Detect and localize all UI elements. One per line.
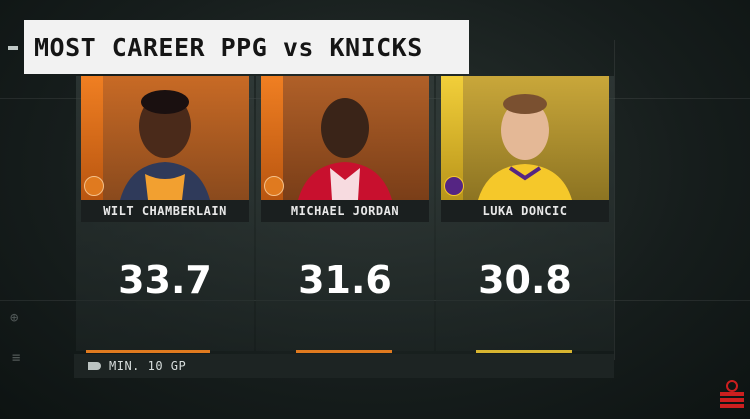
accent-line bbox=[86, 350, 210, 353]
footer-note: MIN. 10 GP bbox=[109, 359, 187, 373]
team-stripe bbox=[441, 76, 463, 200]
tag-icon bbox=[88, 362, 101, 370]
player-silhouette bbox=[478, 94, 572, 200]
suns-logo bbox=[84, 176, 104, 196]
team-stripe bbox=[81, 76, 103, 200]
player-photo bbox=[441, 76, 609, 200]
accent-line bbox=[296, 350, 392, 353]
left-tab-marker bbox=[8, 46, 18, 50]
player-ppg: 33.7 bbox=[118, 258, 212, 302]
player-name: WILT CHAMBERLAIN bbox=[81, 200, 249, 222]
bracket-icon: ≡ bbox=[12, 350, 21, 366]
title-box: MOST CAREER PPG vs KNICKS bbox=[24, 20, 469, 74]
crosshair-icon: ⊕ bbox=[10, 310, 19, 326]
suns-logo bbox=[264, 176, 284, 196]
player-card-michael-jordan: MICHAEL JORDAN 31.6 bbox=[256, 76, 434, 351]
page-title: MOST CAREER PPG vs KNICKS bbox=[34, 32, 423, 62]
team-stripe bbox=[261, 76, 283, 200]
player-silhouette bbox=[120, 90, 210, 200]
player-ppg: 31.6 bbox=[298, 258, 392, 302]
player-name: MICHAEL JORDAN bbox=[261, 200, 429, 222]
player-name: LUKA DONCIC bbox=[441, 200, 609, 222]
player-photo bbox=[81, 76, 249, 200]
player-card-luka-doncic: LUKA DONCIC 30.8 bbox=[436, 76, 614, 351]
player-silhouette bbox=[298, 98, 392, 200]
bg-line bbox=[614, 40, 615, 360]
footer-bar: MIN. 10 GP bbox=[74, 354, 614, 378]
lakers-logo bbox=[444, 176, 464, 196]
espn-logo bbox=[720, 380, 744, 408]
player-ppg: 30.8 bbox=[478, 258, 572, 302]
player-photo bbox=[261, 76, 429, 200]
player-card-wilt-chamberlain: WILT CHAMBERLAIN 33.7 bbox=[76, 76, 254, 351]
accent-line bbox=[476, 350, 572, 353]
